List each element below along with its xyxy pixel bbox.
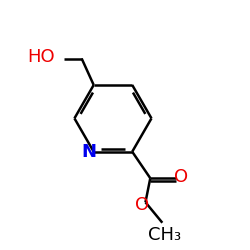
Text: CH₃: CH₃: [148, 226, 181, 244]
Text: HO: HO: [28, 48, 55, 66]
Text: O: O: [135, 196, 149, 214]
Text: O: O: [174, 168, 188, 186]
Text: N: N: [82, 143, 97, 161]
